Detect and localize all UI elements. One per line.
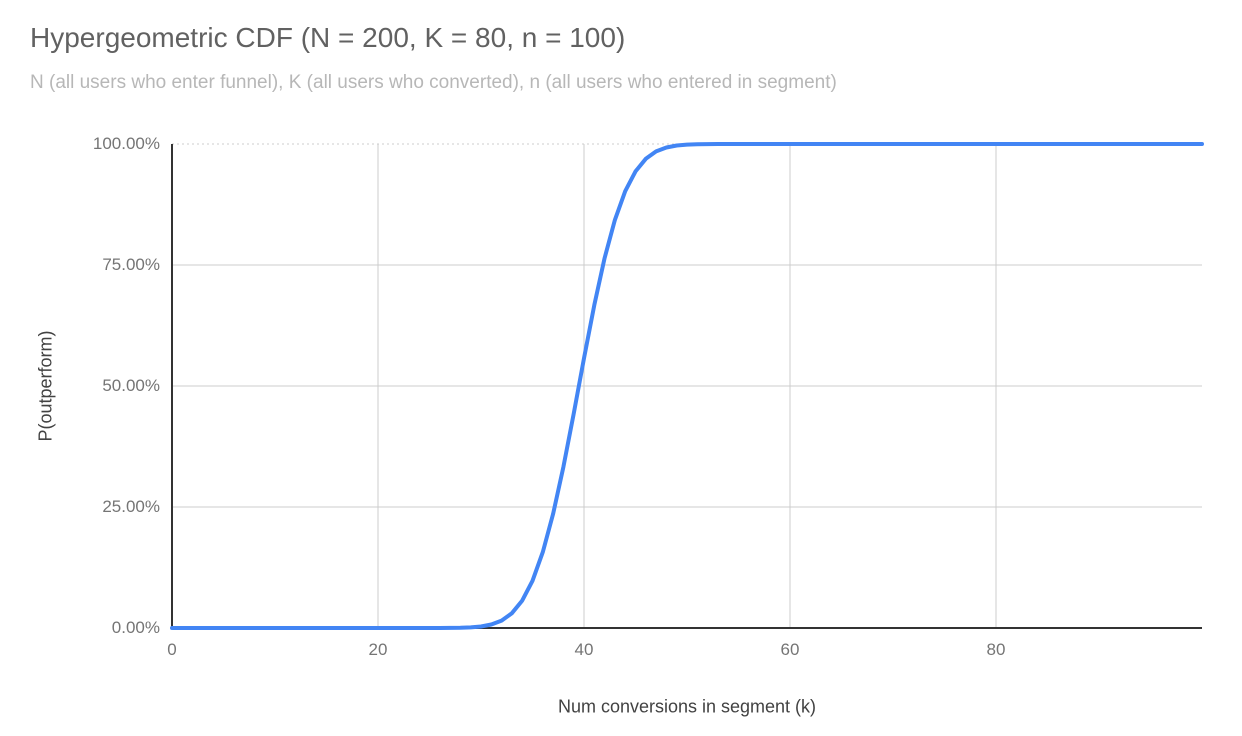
chart-subtitle: N (all users who enter funnel), K (all u… bbox=[30, 72, 837, 93]
y-axis-title: P(outperform) bbox=[35, 330, 56, 442]
x-axis-title: Num conversions in segment (k) bbox=[557, 696, 817, 717]
y-tick-label: 25.00% bbox=[102, 497, 160, 516]
y-tick-label: 75.00% bbox=[102, 255, 160, 274]
chart-title: Hypergeometric CDF (N = 200, K = 80, n =… bbox=[30, 22, 626, 53]
y-tick-label: 100.00% bbox=[92, 134, 160, 153]
x-tick-label: 60 bbox=[780, 640, 800, 659]
x-tick-label: 20 bbox=[368, 640, 388, 659]
y-tick-label: 0.00% bbox=[111, 618, 160, 637]
x-tick-label: 40 bbox=[574, 640, 594, 659]
y-tick-label: 50.00% bbox=[102, 376, 160, 395]
x-tick-label: 0 bbox=[167, 640, 177, 659]
x-tick-label: 80 bbox=[986, 640, 1006, 659]
